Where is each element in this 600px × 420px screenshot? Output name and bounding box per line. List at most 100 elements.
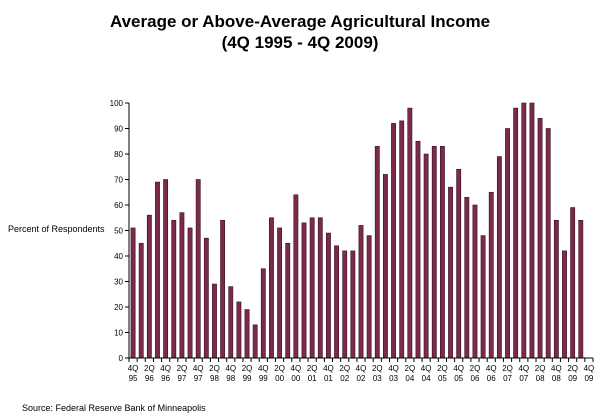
bar bbox=[391, 123, 396, 359]
bar bbox=[464, 197, 470, 359]
x-tick-label-year: 00 bbox=[291, 374, 300, 383]
bar bbox=[220, 220, 226, 359]
bar bbox=[456, 169, 462, 359]
x-tick-label-quarter: 2Q bbox=[339, 364, 350, 373]
bar bbox=[529, 102, 535, 359]
x-tick-label-quarter: 2Q bbox=[405, 364, 416, 373]
x-tick-label-quarter: 4Q bbox=[258, 364, 269, 373]
chart-subtitle: (4Q 1995 - 4Q 2009) bbox=[221, 33, 379, 52]
bar bbox=[163, 179, 169, 359]
bar bbox=[146, 214, 152, 359]
x-tick-label-year: 04 bbox=[405, 374, 414, 383]
y-tick-label: 40 bbox=[114, 252, 123, 261]
x-tick-label-quarter: 2Q bbox=[502, 364, 513, 373]
bar bbox=[138, 242, 144, 359]
bar bbox=[480, 235, 486, 359]
y-tick-label: 10 bbox=[114, 329, 123, 338]
bar bbox=[326, 232, 331, 359]
x-tick-label-year: 97 bbox=[177, 374, 186, 383]
bar bbox=[244, 309, 250, 359]
bar bbox=[252, 324, 258, 359]
x-tick-label-year: 97 bbox=[194, 374, 203, 383]
x-tick-label-year: 95 bbox=[129, 374, 138, 383]
bar bbox=[155, 181, 160, 359]
x-tick-label-year: 03 bbox=[373, 374, 382, 383]
x-tick-label-quarter: 4Q bbox=[356, 364, 367, 373]
x-tick-label-year: 05 bbox=[438, 374, 447, 383]
x-tick-label-quarter: 4Q bbox=[128, 364, 139, 373]
y-tick-label: 90 bbox=[114, 125, 123, 134]
bar bbox=[537, 118, 543, 359]
bar bbox=[496, 156, 502, 359]
x-tick-label-quarter: 2Q bbox=[307, 364, 318, 373]
bar bbox=[562, 250, 567, 359]
y-tick-label: 0 bbox=[119, 354, 124, 363]
bar bbox=[179, 212, 185, 359]
x-tick-label-year: 02 bbox=[357, 374, 366, 383]
x-tick-label-quarter: 2Q bbox=[274, 364, 285, 373]
x-tick-label-year: 99 bbox=[243, 374, 252, 383]
bar bbox=[236, 301, 242, 359]
x-tick-label-quarter: 2Q bbox=[177, 364, 188, 373]
y-tick-label: 60 bbox=[114, 201, 123, 210]
bar bbox=[301, 222, 307, 359]
y-tick-label: 70 bbox=[114, 176, 123, 185]
y-axis: 0 10 20 30 40 50 60 70 80 90 100 bbox=[110, 99, 130, 363]
x-tick-label-year: 08 bbox=[536, 374, 545, 383]
x-tick-label-year: 06 bbox=[487, 374, 496, 383]
y-tick-label: 80 bbox=[114, 150, 123, 159]
x-tick-label-quarter: 4Q bbox=[225, 364, 236, 373]
y-tick-label: 50 bbox=[114, 227, 123, 236]
bar bbox=[513, 107, 519, 359]
bar bbox=[382, 174, 388, 359]
bar bbox=[578, 220, 584, 359]
chart-title: Average or Above-Average Agricultural In… bbox=[109, 12, 491, 31]
bar bbox=[260, 268, 266, 359]
bar bbox=[285, 242, 291, 359]
bar bbox=[187, 227, 193, 359]
x-tick-label-quarter: 4Q bbox=[388, 364, 399, 373]
bar bbox=[553, 220, 559, 359]
bar bbox=[570, 207, 576, 359]
bar bbox=[350, 250, 356, 359]
x-tick-label-quarter: 4Q bbox=[193, 364, 204, 373]
x-tick-label-year: 06 bbox=[471, 374, 480, 383]
bar bbox=[439, 146, 445, 359]
x-tick-label-year: 03 bbox=[389, 374, 398, 383]
x-axis: 4Q952Q964Q962Q974Q972Q984Q982Q994Q992Q00… bbox=[128, 357, 594, 383]
x-tick-label-quarter: 2Q bbox=[470, 364, 481, 373]
bar bbox=[171, 220, 177, 359]
bar bbox=[334, 245, 339, 359]
bar bbox=[431, 146, 437, 359]
x-tick-label-year: 05 bbox=[454, 374, 463, 383]
x-tick-label-year: 98 bbox=[210, 374, 219, 383]
x-tick-label-quarter: 2Q bbox=[372, 364, 383, 373]
x-tick-label-year: 96 bbox=[145, 374, 154, 383]
bar bbox=[366, 235, 372, 359]
y-tick-label: 100 bbox=[110, 99, 124, 108]
bar bbox=[293, 194, 299, 359]
x-tick-label-quarter: 4Q bbox=[160, 364, 171, 373]
x-tick-label-quarter: 2Q bbox=[209, 364, 220, 373]
bar bbox=[472, 204, 478, 359]
x-tick-label-quarter: 4Q bbox=[551, 364, 562, 373]
bar bbox=[212, 283, 217, 359]
bar bbox=[407, 107, 413, 359]
x-tick-label-quarter: 4Q bbox=[518, 364, 529, 373]
x-tick-label-quarter: 2Q bbox=[567, 364, 578, 373]
bar bbox=[358, 225, 364, 359]
bar bbox=[203, 237, 209, 359]
bar bbox=[195, 179, 201, 359]
bars bbox=[130, 102, 584, 359]
bar bbox=[269, 217, 274, 359]
source-note: Source: Federal Reserve Bank of Minneapo… bbox=[22, 403, 206, 413]
bar bbox=[342, 250, 348, 359]
x-tick-label-year: 00 bbox=[275, 374, 284, 383]
bar bbox=[423, 153, 429, 359]
x-tick-label-year: 98 bbox=[226, 374, 235, 383]
bar bbox=[521, 102, 527, 359]
x-tick-label-quarter: 2Q bbox=[144, 364, 155, 373]
x-tick-label-year: 01 bbox=[324, 374, 333, 383]
bar bbox=[228, 286, 234, 359]
